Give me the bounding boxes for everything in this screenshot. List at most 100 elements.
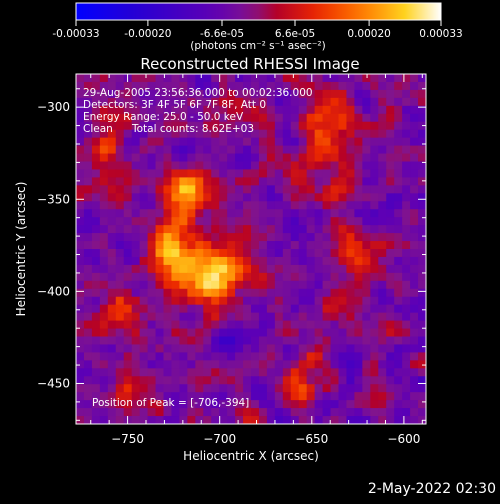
heatmap-cell	[354, 113, 363, 123]
heatmap-cell	[346, 296, 355, 306]
heatmap-cell	[394, 400, 403, 409]
heatmap-cell	[282, 336, 292, 345]
heatmap-cell	[251, 400, 260, 409]
heatmap-cell	[163, 336, 172, 345]
heatmap-cell	[330, 129, 339, 139]
heatmap-cell	[171, 344, 180, 353]
heatmap-cell	[322, 81, 332, 91]
heatmap-cell	[386, 185, 395, 194]
heatmap-cell	[370, 344, 379, 353]
heatmap-cell	[402, 193, 411, 202]
heatmap-cell	[402, 233, 411, 242]
heatmap-cell	[139, 201, 149, 210]
heatmap-cell	[187, 400, 196, 409]
heatmap-cell	[235, 256, 244, 266]
heatmap-cell	[195, 304, 204, 314]
heatmap-cell	[91, 328, 101, 337]
heatmap-cell	[274, 81, 284, 91]
heatmap-cell	[123, 264, 133, 274]
heatmap-cell	[354, 328, 363, 337]
heatmap-cell	[211, 312, 220, 322]
heatmap-cell	[163, 272, 172, 282]
heatmap-cell	[410, 185, 419, 194]
heatmap-cell	[195, 74, 204, 83]
heatmap-cell	[99, 408, 109, 417]
heatmap-cell	[235, 233, 244, 242]
heatmap-cell	[123, 225, 133, 234]
heatmap-cell	[243, 368, 252, 377]
heatmap-cell	[266, 177, 276, 186]
heatmap-cell	[402, 129, 411, 139]
heatmap-cell	[123, 296, 133, 306]
heatmap-cell	[338, 264, 347, 274]
heatmap-cell	[76, 328, 85, 337]
heatmap-cell	[258, 328, 268, 337]
heatmap-cell	[402, 416, 411, 425]
heatmap-cell	[155, 241, 164, 250]
heatmap-cell	[378, 312, 387, 322]
heatmap-cell	[107, 137, 117, 147]
heatmap-cell	[394, 256, 403, 266]
heatmap-cell	[402, 264, 411, 274]
heatmap-cell	[274, 129, 284, 139]
heatmap-cell	[322, 97, 332, 107]
heatmap-cell	[266, 169, 276, 178]
heatmap-cell	[83, 169, 93, 178]
heatmap-cell	[274, 288, 284, 298]
heatmap-cell	[330, 177, 339, 186]
heatmap-cell	[266, 376, 276, 385]
heatmap-cell	[370, 384, 379, 393]
heatmap-cell	[282, 193, 292, 202]
heatmap-cell	[386, 384, 395, 393]
heatmap-cell	[243, 185, 252, 194]
heatmap-cell	[91, 360, 101, 369]
heatmap-cell	[354, 249, 363, 258]
heatmap-cell	[322, 137, 332, 147]
heatmap-cell	[274, 360, 284, 369]
heatmap-cell	[330, 392, 339, 401]
heatmap-cell	[179, 105, 188, 115]
heatmap-cell	[187, 225, 196, 234]
heatmap-cell	[410, 344, 419, 353]
heatmap-cell	[203, 368, 212, 377]
heatmap-cell	[322, 241, 332, 250]
heatmap-cell	[338, 336, 347, 345]
heatmap-cell	[243, 376, 252, 385]
heatmap-cell	[211, 161, 220, 170]
heatmap-cell	[338, 74, 347, 83]
heatmap-cell	[219, 209, 228, 218]
heatmap-cell	[187, 272, 196, 282]
heatmap-cell	[386, 400, 395, 409]
heatmap-cell	[83, 177, 93, 186]
heatmap-cell	[171, 177, 180, 186]
heatmap-cell	[147, 161, 157, 170]
heatmap-cell	[107, 336, 117, 345]
heatmap-cell	[338, 169, 347, 178]
heatmap-cell	[370, 416, 379, 425]
heatmap-cell	[338, 241, 347, 250]
heatmap-cell	[83, 129, 93, 139]
heatmap-cell	[107, 320, 117, 330]
annotation-time: 29-Aug-2005 23:56:36.000 to 00:02:36.000	[83, 87, 313, 99]
heatmap-cell	[203, 320, 212, 330]
heatmap-cell	[338, 225, 347, 234]
heatmap-cell	[83, 296, 93, 306]
heatmap-cell	[394, 209, 403, 218]
heatmap-cell	[195, 249, 204, 258]
heatmap-cell	[290, 288, 300, 298]
heatmap-cell	[243, 352, 252, 361]
heatmap-cell	[290, 272, 300, 282]
heatmap-cell	[346, 201, 355, 210]
heatmap-cell	[211, 209, 220, 218]
heatmap-cell	[251, 113, 260, 123]
heatmap-cell	[386, 177, 395, 186]
heatmap-cell	[203, 233, 212, 242]
heatmap-cell	[155, 137, 164, 147]
heatmap-cell	[115, 368, 125, 377]
heatmap-cell	[131, 360, 141, 369]
heatmap-cell	[243, 97, 252, 107]
heatmap-cell	[115, 344, 125, 353]
heatmap-cell	[306, 408, 316, 417]
heatmap-cell	[338, 256, 347, 266]
heatmap-cell	[386, 280, 395, 290]
